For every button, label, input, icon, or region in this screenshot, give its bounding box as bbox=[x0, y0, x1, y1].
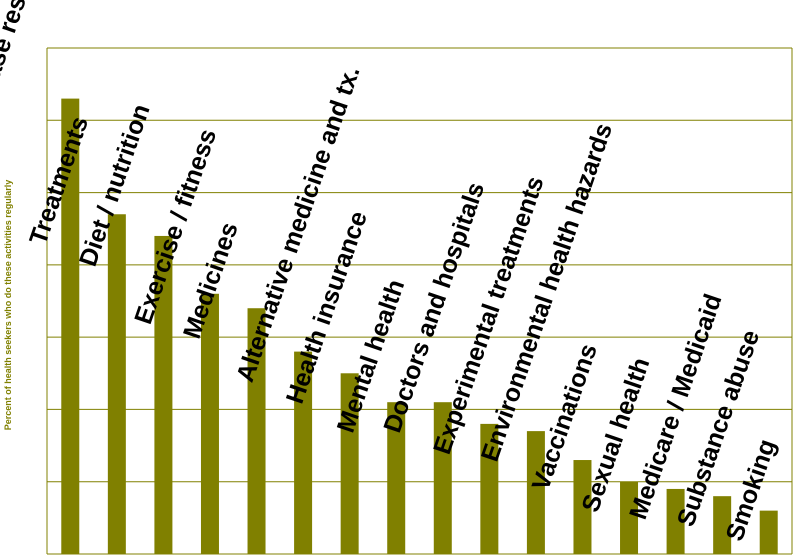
bar bbox=[247, 308, 266, 554]
category-label: Disease research bbox=[0, 0, 54, 133]
bar bbox=[666, 488, 685, 554]
bar bbox=[154, 235, 173, 554]
y-axis-label: Percent of health seekers who do these a… bbox=[3, 180, 13, 431]
bar bbox=[340, 373, 359, 554]
bar bbox=[713, 496, 732, 554]
bar bbox=[200, 293, 219, 554]
bar bbox=[387, 402, 406, 554]
bar bbox=[759, 510, 778, 554]
bar bbox=[620, 481, 639, 554]
bar bbox=[480, 423, 499, 554]
bar bbox=[107, 214, 126, 554]
axes bbox=[46, 48, 793, 555]
bar bbox=[526, 431, 545, 554]
category-label: Treatments bbox=[24, 113, 94, 248]
bar bbox=[573, 460, 592, 554]
bar bbox=[61, 98, 80, 554]
bar bbox=[433, 402, 452, 554]
bars bbox=[61, 98, 778, 554]
bar bbox=[294, 351, 313, 554]
